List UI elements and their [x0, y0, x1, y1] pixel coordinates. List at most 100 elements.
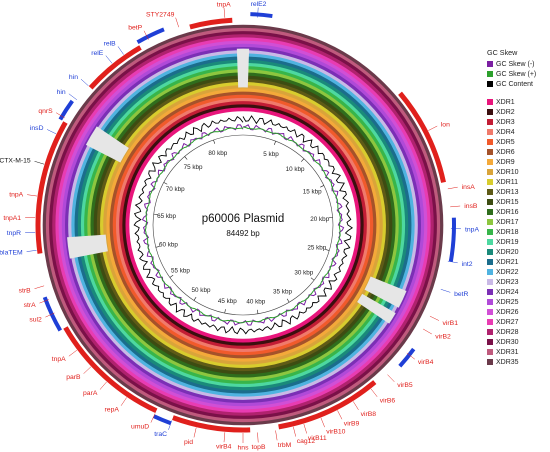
legend-item: XDR25 [487, 297, 549, 307]
legend-label: XDR35 [496, 358, 519, 366]
gene-leader-line [257, 7, 259, 18]
tick-mark [169, 274, 174, 278]
gene-leader-line [80, 78, 89, 87]
gene-leader-line [34, 161, 45, 165]
legend-item: XDR24 [487, 287, 549, 297]
legend-item: XDR5 [487, 137, 549, 147]
legend-swatch [487, 81, 493, 87]
legend-swatch [487, 189, 493, 195]
gene-label: trbM [278, 442, 292, 449]
gene-label: strB [19, 287, 32, 294]
gene-label: tnpA [52, 356, 66, 363]
blast-ring [125, 107, 361, 343]
gene-leader-line [275, 430, 278, 441]
tick-mark [193, 296, 197, 301]
gene-leader-line [337, 410, 343, 420]
gene-leader-line [68, 349, 78, 357]
legend-label: XDR9 [496, 158, 515, 166]
legend-item: GC Skew (+) [487, 69, 549, 79]
legend-label: XDR25 [496, 298, 519, 306]
legend-item: XDR11 [487, 177, 549, 187]
blast-ring [115, 97, 371, 353]
tick-mark [257, 309, 259, 314]
gene-leader-line [428, 125, 438, 131]
gene-leader-line [193, 427, 197, 438]
legend-item: XDR28 [487, 327, 549, 337]
blast-ring [109, 91, 377, 359]
inner-disc [130, 112, 356, 338]
legend-label: XDR10 [496, 168, 519, 176]
legend-swatch [487, 159, 493, 165]
gene-arc [172, 415, 251, 433]
tick-mark [184, 156, 188, 160]
gene-leader-line [117, 46, 124, 55]
tick-mark [325, 249, 330, 251]
legend-swatch [487, 219, 493, 225]
legend-swatch [487, 169, 493, 175]
gene-leader-line [105, 55, 113, 64]
gene-label: hin [57, 89, 66, 96]
gene-label: tnpA [465, 226, 479, 233]
gene-label: tnpR [7, 230, 21, 237]
legend-label: XDR4 [496, 128, 515, 136]
legend-swatch [487, 269, 493, 275]
gene-label: virB5 [397, 382, 413, 389]
tick-mark [213, 139, 216, 144]
gene-arc [398, 91, 446, 183]
legend-swatch [487, 119, 493, 125]
gene-leader-line [99, 381, 107, 390]
legend-swatch [487, 339, 493, 345]
legend-label: XDR30 [496, 338, 519, 346]
gene-arc [398, 347, 416, 368]
gene-leader-line [447, 260, 458, 264]
blast-ring [122, 104, 364, 346]
legend-label: XDR2 [496, 108, 515, 116]
tick-label: 75 kbp [184, 164, 203, 171]
legend-swatch [487, 299, 493, 305]
legend-label: XDR18 [496, 228, 519, 236]
gene-leader-line [39, 299, 49, 304]
gene-leader-line [68, 93, 78, 101]
gene-label: STY2749 [146, 11, 175, 18]
gene-label: topB [252, 444, 266, 451]
legend-item: XDR31 [487, 347, 549, 357]
legend-swatch [487, 199, 493, 205]
kbp-ticks: 5 kbp 10 kbp 15 kbp 20 kbp 25 kbp 30 kbp 35 kb… [153, 139, 333, 314]
legend-item: XDR1 [487, 97, 549, 107]
gene-label: virB4 [216, 444, 232, 451]
gene-label: qnrS [38, 108, 53, 115]
blast-ring [45, 27, 441, 423]
tick-label: 55 kbp [171, 267, 190, 274]
ring-gap [364, 276, 407, 308]
legend-swatch [487, 71, 493, 77]
gene-leader-line [120, 397, 127, 406]
legend-item: XDR4 [487, 127, 549, 137]
gene-label: virB9 [344, 420, 360, 427]
legend-label: XDR5 [496, 138, 515, 146]
tick-label: 80 kbp [208, 150, 227, 157]
ring-gap [67, 234, 108, 259]
gene-label: cag12 [297, 438, 316, 445]
legend-label: XDR28 [496, 328, 519, 336]
legend-item: XDR13 [487, 187, 549, 197]
gene-label: virB1 [443, 320, 459, 327]
legend-item: XDR17 [487, 217, 549, 227]
legend-item: XDR19 [487, 237, 549, 247]
legend-swatch [487, 61, 493, 67]
gene-leader-line [56, 112, 65, 119]
legend-swatch [487, 129, 493, 135]
gene-leader-line [406, 352, 415, 360]
legend-label: XDR15 [496, 198, 519, 206]
tick-mark [320, 185, 324, 188]
gene-leader-line [34, 285, 45, 289]
gene-label: pid [184, 439, 193, 446]
gene-arc [136, 27, 165, 45]
plasmid-length: 84492 bp [226, 229, 260, 238]
plasmid-title: p60006 Plasmid [202, 213, 284, 225]
gene-leader-line [303, 423, 307, 434]
gene-arc [35, 121, 68, 254]
gene-leader-line [26, 250, 37, 252]
gene-leader-line [440, 289, 451, 293]
gene-arc [58, 99, 74, 121]
